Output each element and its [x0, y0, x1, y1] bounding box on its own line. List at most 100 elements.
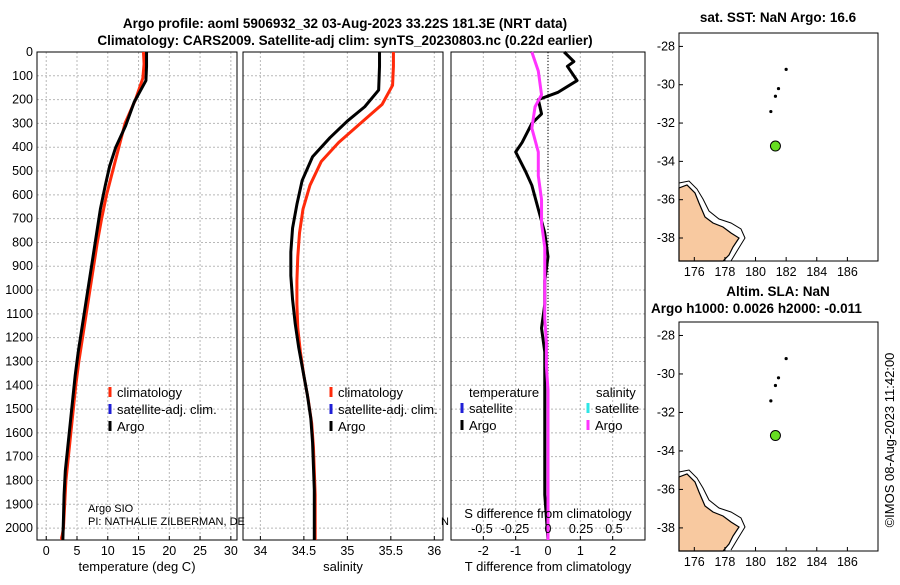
x-tick-label: 35.5	[379, 544, 403, 558]
series-line-climatology	[60, 51, 146, 540]
x-tick-label: 0	[43, 544, 50, 558]
x-tick-label: 30	[224, 544, 238, 558]
legend-group-title: salinity	[596, 385, 636, 400]
top-tick-label: -0.25	[501, 522, 530, 536]
x-tick-label: 35	[340, 544, 354, 558]
y-tick-label: 700	[12, 212, 33, 226]
legend-label: Argo	[595, 418, 622, 433]
top-tick-label: -0.5	[471, 522, 493, 536]
x-tick-label: 5	[74, 544, 81, 558]
pi-label: PI: NATHALIE ZILBERMAN, DE	[88, 516, 245, 528]
y-tick-label: 1200	[5, 331, 33, 345]
difference-panel: -2 -1 0 1 2T difference from climatology temp…	[450, 50, 646, 574]
source-label: Argo SIO	[88, 503, 134, 515]
series-line-climatology	[295, 52, 395, 540]
legend-label: satellite-adj. clim.	[338, 402, 438, 417]
y-tick-label: 1300	[5, 354, 33, 368]
depth-contour	[678, 469, 746, 551]
y-tick-label: -38	[657, 521, 675, 535]
series-line-s-difference-argo	[530, 51, 550, 540]
y-tick-label: -36	[657, 193, 675, 207]
x-tick-label: -2	[478, 544, 489, 558]
x-tick-label: 2	[609, 544, 616, 558]
x-tick-label: 20	[162, 544, 176, 558]
x-tick-label: 25	[193, 544, 207, 558]
track-point	[776, 86, 781, 91]
track-point	[784, 67, 788, 72]
legend-group-title: temperature	[469, 385, 539, 400]
y-tick-label: -34	[657, 154, 675, 168]
x-tick-label: 186	[837, 265, 858, 279]
x-tick-label: 184	[806, 555, 827, 569]
y-tick-label: 1000	[5, 283, 33, 297]
y-tick-label: -30	[657, 367, 675, 381]
y-tick-label: 1800	[5, 473, 33, 487]
x-tick-label: 10	[101, 544, 115, 558]
x-tick-label: 176	[684, 265, 705, 279]
imos-stamp: ©IMOS 08-Aug-2023 11:42:00	[882, 353, 897, 528]
y-tick-label: -30	[657, 78, 675, 92]
legend-label: Argo	[338, 419, 365, 434]
legend-label: climatology	[117, 385, 183, 400]
track-point	[784, 356, 788, 361]
y-tick-label: 100	[12, 69, 33, 83]
map-title: Altim. SLA: NaN	[726, 284, 830, 299]
y-tick-label: -28	[657, 39, 675, 53]
x-tick-label: -1	[510, 544, 521, 558]
track-point	[773, 94, 778, 98]
series-line-t-difference-argo	[514, 50, 579, 541]
y-tick-label: 900	[12, 259, 33, 273]
map-subtitle: Argo h1000: 0.0026 h2000: -0.011	[651, 301, 862, 316]
depth-contour	[678, 180, 746, 262]
y-tick-label: 300	[12, 116, 33, 130]
legend-label: climatology	[338, 385, 404, 400]
x-tick-label: 34.5	[292, 544, 316, 558]
x-tick-label: 34	[253, 544, 267, 558]
y-tick-label: 1600	[5, 426, 33, 440]
title-line-2: Climatology: CARS2009. Satellite-adj cli…	[97, 33, 592, 48]
top-tick-label: 0.5	[605, 522, 622, 536]
sst-map-panel: 176 178 180 182 184 186 -28 -30 -32 -34 -36 -38 sat.…	[657, 10, 879, 279]
x-tick-label: 0	[545, 544, 552, 558]
x-tick-label: 182	[776, 555, 797, 569]
legend-label: satellite	[595, 401, 639, 416]
x-axis-label: salinity	[323, 559, 363, 574]
y-tick-label: -28	[657, 328, 675, 342]
y-tick-label: 0	[26, 45, 33, 59]
map-title: sat. SST: NaN Argo: 16.6	[700, 10, 857, 25]
x-axis-label: temperature (deg C)	[78, 559, 195, 574]
y-tick-label: 1700	[5, 450, 33, 464]
legend-label: satellite	[469, 401, 513, 416]
x-tick-label: 180	[745, 265, 766, 279]
y-tick-label: -36	[657, 482, 675, 496]
y-tick-label: 800	[12, 235, 33, 249]
x-tick-label: 186	[837, 555, 858, 569]
y-tick-label: 400	[12, 140, 33, 154]
x-tick-label: 182	[776, 265, 797, 279]
x-tick-label: 178	[714, 555, 735, 569]
y-tick-label: 2000	[5, 521, 33, 535]
x-tick-label: 1	[577, 544, 584, 558]
series-line-argo	[289, 52, 382, 540]
track-point	[769, 109, 773, 114]
y-tick-label: 1100	[6, 307, 33, 321]
salinity-panel: 34 34.5 35 35.5 36 salinity climatology satelli…	[242, 51, 444, 574]
x-tick-label: 176	[684, 555, 705, 569]
current-profile-marker	[769, 140, 781, 152]
plot-frame	[36, 51, 238, 541]
legend-label: satellite-adj. clim.	[117, 402, 217, 417]
top-tick-label: 0.25	[569, 522, 593, 536]
y-tick-label: 200	[12, 93, 33, 107]
plot-frame	[242, 51, 444, 541]
land-area	[678, 473, 740, 552]
y-tick-label: 500	[12, 164, 33, 178]
top-axis-label: S difference from climatology	[464, 506, 632, 521]
x-tick-label: 180	[745, 555, 766, 569]
track-point	[776, 376, 781, 380]
track-point	[769, 399, 773, 403]
land-area	[678, 184, 740, 262]
y-tick-label: 1400	[5, 378, 33, 392]
y-tick-label: -38	[657, 231, 675, 245]
x-tick-label: 36	[427, 544, 441, 558]
